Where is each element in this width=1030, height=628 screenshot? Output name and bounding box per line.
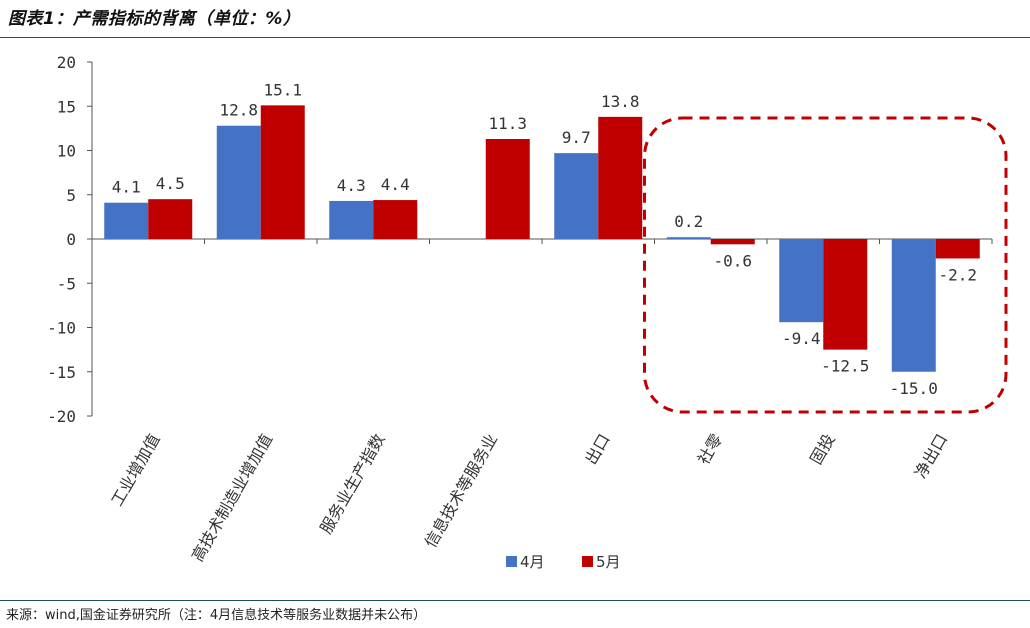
y-tick-label: 15 — [57, 97, 76, 116]
y-tick-label: 0 — [66, 230, 76, 249]
value-label: -15.0 — [890, 379, 938, 398]
category-label: 信息技术等服务业 — [421, 431, 501, 551]
value-label: 9.7 — [562, 128, 591, 147]
y-tick-label: -10 — [47, 319, 76, 338]
bar-may-0 — [148, 199, 193, 239]
value-label: -9.4 — [782, 329, 821, 348]
category-labels: 工业增加值 高技术制造业增加值 服务业生产指数 信息技术等服务业 出口 社零 固投 净出口 — [107, 431, 951, 565]
highlight-box — [643, 116, 1008, 414]
y-tick-label: 5 — [66, 186, 76, 205]
value-label: -2.2 — [938, 265, 977, 284]
y-axis: 20 15 10 5 0 -5 -10 -15 -20 — [47, 53, 93, 426]
value-label: 4.1 — [112, 178, 141, 197]
bar-apr-5 — [666, 237, 711, 239]
y-tick-label: 20 — [57, 53, 76, 72]
legend-label: 5月 — [596, 553, 621, 571]
category-label: 高技术制造业增加值 — [188, 431, 276, 565]
y-tick-label: 10 — [57, 142, 76, 161]
legend: 4月 5月 — [506, 553, 621, 571]
bar-apr-1 — [216, 125, 261, 239]
category-label: 服务业生产指数 — [316, 431, 388, 538]
y-tick-label: -5 — [57, 274, 76, 293]
value-label: 4.5 — [156, 174, 185, 193]
category-label: 出口 — [581, 431, 613, 468]
bar-may-1 — [260, 105, 305, 240]
bar-may-6 — [823, 239, 868, 350]
value-label: 13.8 — [601, 92, 640, 111]
value-label: 12.8 — [219, 101, 258, 120]
highlight-box-outline — [643, 116, 1008, 414]
figure-title: 图表1：产需指标的背离（单位：%） — [8, 9, 301, 29]
bars — [104, 105, 980, 372]
legend-swatch — [506, 556, 517, 567]
value-label: 11.3 — [488, 114, 527, 133]
category-label: 净出口 — [911, 431, 951, 482]
value-labels: 4.1 12.8 4.3 9.7 0.2 -9.4 -15.0 4.5 15.1 4.4 11.3 1… — [112, 80, 977, 397]
bar-may-2 — [373, 200, 418, 239]
bar-may-5 — [710, 239, 755, 245]
value-label: 4.4 — [381, 175, 410, 194]
source-note: 来源：wind,国金证券研究所（注：4月信息技术等服务业数据并未公布） — [6, 608, 427, 623]
value-label: 15.1 — [263, 80, 302, 99]
y-tick-label: -20 — [47, 407, 76, 426]
value-label: 0.2 — [674, 212, 703, 231]
value-label: 4.3 — [337, 176, 366, 195]
value-label: -0.6 — [713, 251, 752, 270]
bar-apr-6 — [779, 239, 824, 323]
bar-apr-0 — [104, 202, 149, 239]
legend-label: 4月 — [520, 553, 545, 571]
category-label: 固投 — [806, 431, 838, 468]
bar-apr-7 — [891, 239, 936, 372]
top-divider — [0, 37, 1030, 38]
value-label: -12.5 — [821, 357, 869, 376]
bar-may-3 — [485, 138, 530, 239]
bar-chart: 20 15 10 5 0 -5 -10 -15 -20 4.1 12.8 4.3 9.7 0.2 -9.4… — [47, 53, 1008, 571]
bar-may-7 — [935, 239, 980, 259]
bar-apr-2 — [329, 200, 374, 239]
bottom-divider — [0, 600, 1030, 601]
bar-may-4 — [598, 116, 643, 239]
bar-apr-4 — [554, 153, 599, 239]
legend-swatch — [582, 556, 593, 567]
category-label: 社零 — [694, 431, 726, 468]
category-label: 工业增加值 — [107, 431, 163, 510]
y-tick-label: -15 — [47, 363, 76, 382]
